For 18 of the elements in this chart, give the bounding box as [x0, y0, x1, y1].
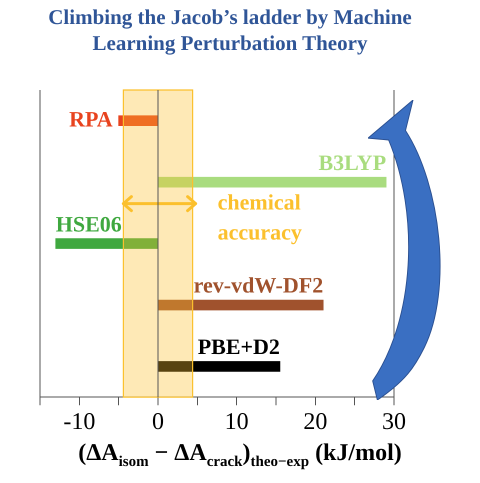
y-tick-label: B3LYP [318, 150, 386, 175]
y-tick-label: HSE06 [56, 211, 122, 236]
x-axis-title: (ΔA$_{isom}$ − ΔA$_{crack}$)$_{theo−exp}$ (kJ/mol) [77, 440, 403, 471]
bar [55, 238, 158, 249]
chart-title: Climbing the Jacob’s ladder by Machine Learning Perturbation Theory [47, 4, 413, 56]
bar [118, 115, 158, 126]
bar [158, 176, 386, 188]
x-tick-label: 30 [382, 408, 406, 435]
y-tick-label: PBE+D2 [198, 334, 280, 360]
x-tick-label: 0 [152, 408, 164, 435]
x-tick-label: 10 [224, 408, 249, 435]
band-label: chemical accuracy [218, 189, 302, 244]
y-tick-label: rev-vdW-DF2 [194, 272, 324, 298]
bar [158, 361, 280, 372]
y-tick-label: RPA [69, 106, 113, 132]
x-tick-label: 20 [303, 408, 328, 435]
x-tick-label: -10 [63, 408, 96, 435]
bar [158, 300, 324, 310]
